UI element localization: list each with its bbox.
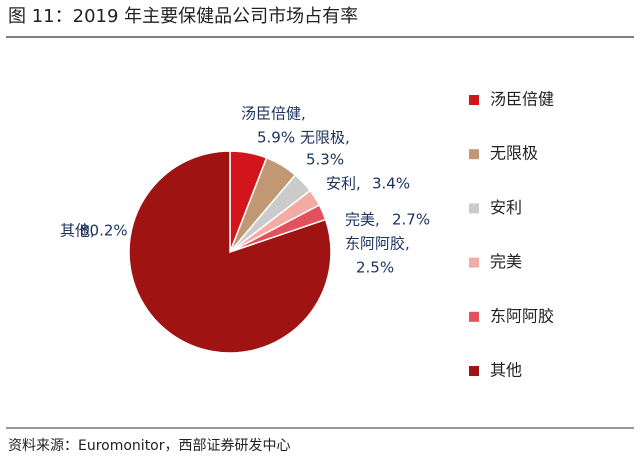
- legend-swatch: [469, 366, 479, 376]
- data-label-value: 3.4%: [372, 175, 410, 193]
- chart-title: 图 11：2019 年主要保健品公司市场占有率: [8, 6, 358, 27]
- legend-label: 完美: [490, 252, 522, 271]
- data-label-value: 5.9%: [257, 129, 295, 147]
- data-label-name: 无限极,: [300, 129, 350, 147]
- pie-slice: [128, 150, 332, 354]
- data-label-name: 其他,: [60, 222, 95, 240]
- legend-label: 无限极: [490, 144, 538, 163]
- legend-swatch: [469, 203, 479, 214]
- data-label-value: 2.5%: [356, 259, 394, 277]
- legend-label: 安利: [490, 198, 522, 217]
- legend-label: 东阿阿胶: [490, 306, 554, 325]
- legend-swatch: [469, 311, 479, 322]
- data-label-value: 80.2%: [80, 222, 128, 240]
- legend-label: 汤臣倍健: [490, 90, 554, 109]
- data-label-value: 2.7%: [392, 211, 430, 229]
- legend-swatch: [469, 257, 479, 268]
- data-label-name: 安利,: [326, 175, 361, 193]
- data-label-name: 汤臣倍健,: [241, 105, 306, 123]
- legend-swatch: [469, 95, 479, 105]
- source: 资料来源：Euromonitor，西部证券研发中心: [8, 438, 291, 454]
- legend-swatch: [469, 149, 479, 160]
- legend-label: 其他: [490, 361, 522, 380]
- data-label-name: 完美,: [345, 211, 380, 229]
- data-label-value: 5.3%: [306, 151, 344, 169]
- data-label-name: 东阿阿胶,: [345, 235, 410, 253]
